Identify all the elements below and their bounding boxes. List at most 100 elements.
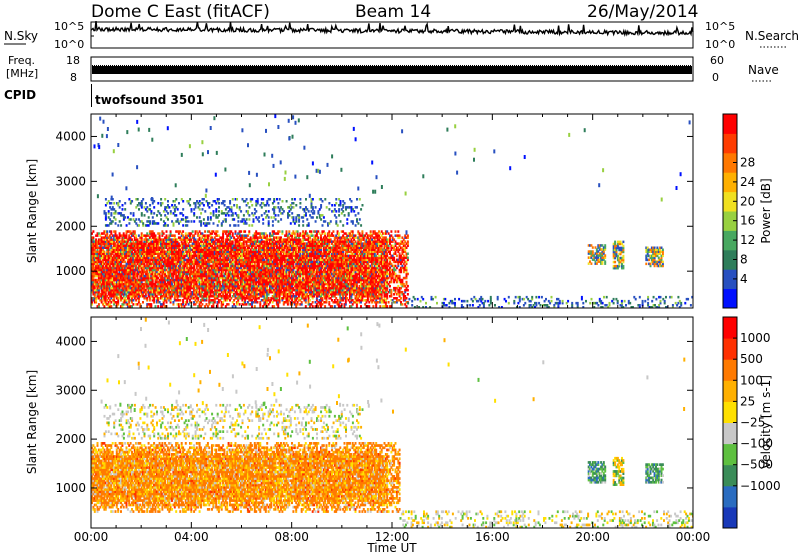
power-panel: 1000 2000 3000 4000 Slant Range [km] 4 8 12 16… [25, 113, 773, 309]
x-tick-label: 04:00 [174, 530, 209, 544]
colorbar-tick-label: 12 [740, 233, 755, 247]
colorbar-tick-label: 20 [740, 194, 755, 208]
power-data [91, 114, 693, 308]
colorbar-tick-label: −1000 [740, 479, 781, 493]
echo-region [399, 510, 693, 528]
y-tick-label: 2000 [55, 432, 86, 446]
colorbar-segment [723, 317, 737, 339]
y-tick-label: 4000 [55, 129, 86, 143]
x-tick-label: 00:00 [74, 530, 109, 544]
colorbar-tick-label: −500 [740, 458, 773, 472]
x-tick-label: 08:00 [274, 530, 309, 544]
nsky-strip: N.Sky 10^5 10^0 10^5 10^0 N.Search [4, 20, 799, 51]
nsky-line [90, 21, 694, 37]
nsky-label: N.Sky [4, 29, 38, 43]
nsearch-top-tick: 10^5 [705, 20, 735, 33]
colorbar-segment [723, 133, 737, 154]
freq-strip: Freq. [MHz] 18 8 60 0 Nave [6, 54, 779, 84]
colorbar-tick-label: 25 [740, 394, 755, 408]
y-tick-label: 1000 [55, 481, 86, 495]
colorbar-tick-label: 16 [740, 214, 755, 228]
echo-region [645, 463, 664, 484]
colorbar-segment [723, 249, 737, 270]
plot-title: Dome C East (fitACF) [91, 2, 270, 22]
echo-region [587, 244, 607, 265]
cpid-value: twofsound 3501 [95, 93, 204, 107]
colorbar-segment [723, 464, 737, 487]
nsky-frame [90, 21, 694, 49]
freq-frame [90, 56, 694, 82]
nave-band [92, 66, 692, 74]
velocity-panel: 1000 2000 3000 4000 Slant Range [km] 1000 50… [25, 316, 781, 529]
nave-bottom-tick: 0 [712, 71, 719, 84]
nave-top-tick: 60 [710, 54, 724, 67]
scatter-echoes [100, 317, 686, 414]
colorbar-frame [722, 113, 738, 309]
y-tick-label: 2000 [55, 219, 86, 233]
x-tick-label: 12:00 [375, 530, 410, 544]
colorbar-tick-label: 1000 [740, 331, 771, 345]
y-tick-label: 1000 [55, 264, 86, 278]
beam-label: Beam 14 [355, 2, 431, 22]
colorbar-segment [723, 152, 737, 173]
x-tick-label: 20:00 [575, 530, 610, 544]
nave-label: Nave [748, 63, 779, 77]
echo-region [612, 240, 625, 270]
colorbar-segment [723, 359, 737, 381]
nsky-top-tick: 10^5 [54, 20, 84, 33]
velocity-ylabel: Slant Range [km] [25, 370, 39, 474]
freq-trace [92, 65, 692, 74]
freq-label-2: [MHz] [6, 67, 38, 80]
time-axis-title: Time UT [366, 541, 417, 554]
nsky-trace [90, 21, 694, 37]
nsky-bottom-tick: 10^0 [54, 38, 84, 51]
colorbar-segment [723, 288, 737, 309]
y-tick-label: 4000 [55, 334, 86, 348]
colorbar-segment [723, 443, 737, 466]
echo-region [91, 442, 401, 513]
x-tick-label: 16:00 [475, 530, 510, 544]
freq-top-tick: 18 [66, 54, 80, 67]
colorbar-tick-label: 8 [740, 253, 748, 267]
echo-region [91, 230, 409, 308]
velocity-colorbar: 1000 500 100 25 −25 −100 −500 −1000 [722, 316, 781, 529]
velocity-data [91, 317, 693, 528]
freq-bottom-tick: 8 [70, 71, 77, 84]
colorbar-tick-label: 500 [740, 352, 763, 366]
time-axis-labels: 00:00 04:00 08:00 12:00 16:00 20:00 00:00 [74, 530, 711, 544]
power-ylabel: Slant Range [km] [25, 159, 39, 263]
colorbar-segment [723, 191, 737, 212]
colorbar-tick-label: −25 [740, 416, 765, 430]
date-label: 26/May/2014 [587, 2, 699, 22]
velocity-cbar-label: Velocity [m s-1] [759, 375, 773, 469]
echo-region [103, 198, 364, 227]
colorbar-segment [723, 485, 737, 508]
nsearch-bottom-tick: 10^0 [705, 38, 735, 51]
echo-region [645, 246, 664, 268]
colorbar-segment [723, 230, 737, 251]
colorbar-tick-label: 28 [740, 156, 755, 170]
echo-region [103, 403, 364, 440]
colorbar-segment [723, 172, 737, 193]
colorbar-segment [723, 380, 737, 402]
nsearch-label: N.Search [745, 29, 799, 43]
colorbar-segment [723, 401, 737, 423]
power-cbar-label: Power [dB] [759, 178, 773, 243]
echo-region [587, 461, 607, 484]
colorbar-segment [723, 114, 737, 134]
cpid-label: CPID [4, 88, 36, 102]
y-tick-label: 3000 [55, 174, 86, 188]
colorbar-segment [723, 338, 737, 360]
colorbar-segment [723, 269, 737, 290]
colorbar-segment [723, 211, 737, 231]
colorbar-tick-label: 4 [740, 272, 748, 286]
power-colorbar: 4 8 12 16 20 24 28 [722, 113, 755, 309]
velocity-axes: 1000 2000 3000 4000 [55, 317, 694, 528]
colorbar-segment [723, 506, 737, 529]
power-axes: 1000 2000 3000 4000 [55, 114, 694, 308]
colorbar-tick-label: 24 [740, 175, 755, 189]
scatter-echoes [93, 114, 691, 202]
echo-region [612, 456, 625, 486]
colorbar-segment [723, 422, 737, 445]
